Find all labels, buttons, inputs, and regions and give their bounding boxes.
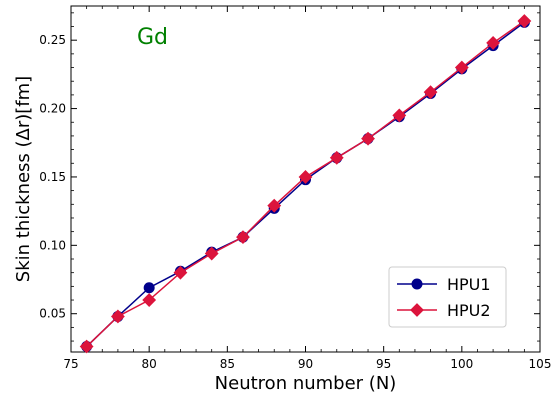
data-point (517, 14, 532, 28)
series-hpu2 (79, 14, 532, 354)
x-tick-label: 85 (220, 357, 235, 371)
x-tick-label: 95 (376, 357, 391, 371)
data-point (423, 85, 438, 100)
legend-marker (410, 303, 424, 317)
data-point (142, 293, 157, 307)
data-point (110, 309, 125, 324)
data-point (267, 198, 282, 213)
y-axis-label: Skin thickness (Δr)[fm] (13, 76, 34, 282)
legend-label: HPU1 (447, 275, 491, 294)
y-tick-label: 0.20 (39, 102, 66, 116)
data-point (173, 265, 188, 280)
legend-marker (411, 278, 423, 290)
axis-ticks: 75 80 85 90 95 100 105 0.05 0.10 0.15 0.20 0.25 (39, 6, 551, 371)
data-point (79, 339, 94, 354)
series-layer (79, 14, 532, 354)
legend: HPU1 HPU2 (388, 266, 507, 328)
y-tick-label: 0.05 (39, 307, 66, 321)
y-tick-label: 0.15 (39, 170, 66, 184)
data-point (143, 282, 155, 294)
legend-item-hpu1: HPU1 (397, 275, 491, 294)
legend-item-hpu2: HPU2 (397, 301, 491, 320)
data-point (361, 131, 375, 146)
x-tick-label: 90 (298, 357, 313, 371)
data-point (454, 60, 469, 75)
x-tick-label: 75 (63, 357, 78, 371)
element-annotation: Gd (137, 25, 168, 50)
data-point (236, 230, 250, 245)
x-axis-label: Neutron number (N) (215, 373, 397, 394)
data-point (329, 150, 344, 165)
x-tick-label: 80 (142, 357, 157, 371)
data-point (392, 108, 407, 123)
y-tick-label: 0.10 (39, 238, 66, 252)
data-point (486, 36, 501, 50)
x-tick-label: 105 (529, 357, 552, 371)
legend-label: HPU2 (447, 301, 491, 320)
data-point (204, 246, 219, 261)
y-tick-label: 0.25 (39, 33, 66, 47)
data-point (298, 170, 313, 184)
x-tick-label: 100 (450, 357, 473, 371)
